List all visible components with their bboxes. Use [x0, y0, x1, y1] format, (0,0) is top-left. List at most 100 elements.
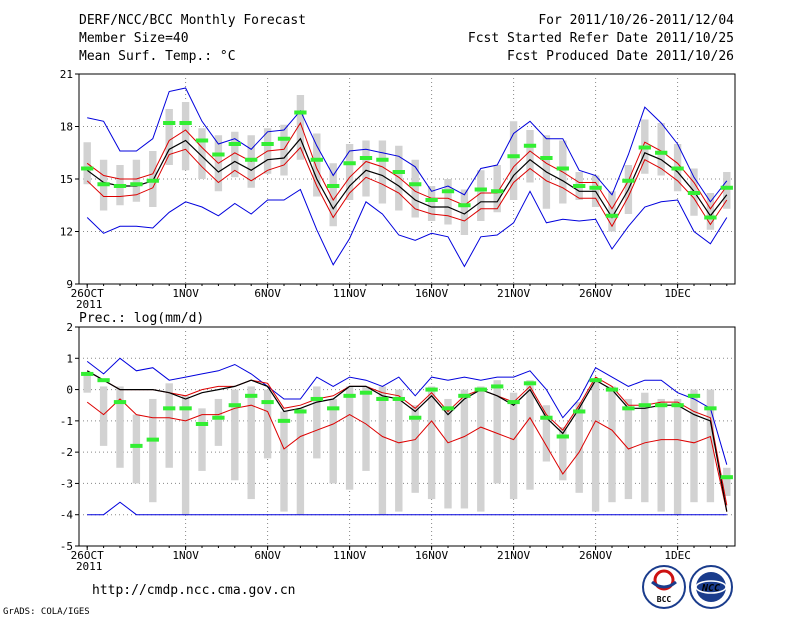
ensemble-box: [706, 389, 715, 503]
ensemble-box: [460, 389, 469, 509]
ensemble-box: [509, 121, 518, 200]
upper-spread-line: [86, 370, 728, 506]
ensemble-box: [427, 386, 436, 500]
precip-label: Prec.: log(mm/d): [79, 311, 204, 326]
median-marker: [277, 418, 291, 423]
median-marker: [671, 403, 684, 408]
median-marker: [425, 198, 438, 202]
median-marker: [327, 406, 340, 411]
ensemble-box: [395, 145, 403, 211]
x-year-label: 2011: [76, 560, 103, 573]
median-marker: [228, 142, 241, 146]
median-marker: [589, 378, 602, 383]
median-marker: [655, 150, 668, 155]
ensemble-box: [444, 179, 452, 225]
median-marker: [294, 409, 307, 414]
y-tick-label: 1: [66, 352, 73, 365]
ensemble-mean-line: [86, 137, 728, 219]
x-year-label: 2011: [76, 298, 103, 311]
median-marker: [605, 213, 619, 218]
median-marker: [146, 437, 159, 442]
x-tick-label: 6NOV: [254, 549, 281, 562]
forecast-period-label: For 2011/10/26-2011/12/04: [538, 13, 734, 28]
ensemble-box: [181, 102, 190, 171]
median-marker: [97, 378, 110, 383]
ensemble-box: [706, 193, 715, 230]
ensemble-box: [132, 159, 141, 202]
median-marker: [720, 185, 733, 190]
website-url[interactable]: http://cmdp.ncc.cma.gov.cn: [92, 583, 296, 598]
median-marker: [212, 152, 225, 157]
ensemble-box: [247, 386, 255, 500]
y-tick-label: 0: [66, 384, 73, 397]
median-marker: [540, 156, 553, 160]
x-tick-label: 26NOV: [579, 549, 612, 562]
lower-spread-line: [86, 398, 728, 512]
median-marker: [540, 415, 553, 420]
median-marker: [163, 121, 176, 125]
median-marker: [589, 185, 602, 190]
median-marker: [671, 166, 684, 171]
median-marker: [130, 443, 143, 448]
ensemble-box: [329, 398, 337, 484]
bcc-logo-text: BCC: [657, 595, 672, 604]
ensemble-box: [526, 130, 534, 183]
median-marker: [458, 203, 471, 208]
x-tick-label: 11NOV: [333, 287, 366, 300]
median-marker: [441, 189, 455, 194]
median-marker: [212, 415, 225, 420]
ensemble-box: [542, 405, 551, 462]
y-tick-label: -4: [60, 509, 74, 522]
ensemble-box: [673, 398, 682, 515]
median-marker: [687, 191, 701, 195]
y-tick-label: -2: [60, 446, 73, 459]
temperature-panel: 9 12 15 18 21 26OCT 1NOV 6NOV 11NOV 16NOV 21NOV 26N…: [60, 68, 736, 311]
ensemble-box: [83, 142, 91, 185]
median-marker: [376, 157, 389, 162]
median-marker: [97, 182, 110, 187]
median-marker: [392, 396, 405, 401]
median-marker: [163, 406, 176, 411]
y-tick-label: 15: [60, 173, 73, 186]
ensemble-box: [608, 191, 616, 232]
ensemble-box: [345, 144, 354, 200]
ensemble-box: [83, 373, 91, 393]
median-marker: [573, 184, 586, 188]
ensemble-box: [132, 414, 141, 484]
median-marker: [343, 161, 356, 166]
x-tick-label: 11NOV: [333, 549, 366, 562]
median-marker: [523, 381, 537, 386]
median-marker: [507, 400, 520, 405]
variable-label: Mean Surf. Temp.: °C: [79, 49, 236, 64]
ensemble-box: [493, 165, 501, 213]
x-tick-label: 16NOV: [415, 549, 448, 562]
median-marker: [622, 178, 635, 183]
ensemble-box: [427, 186, 436, 221]
median-marker: [556, 166, 569, 171]
ensemble-box: [313, 386, 321, 459]
median-marker: [720, 475, 733, 480]
ensemble-max-line: [86, 357, 728, 465]
x-tick-label: 1NOV: [172, 287, 199, 300]
median-marker: [425, 387, 438, 392]
y-tick-label: 18: [60, 121, 73, 134]
median-marker: [573, 409, 586, 414]
x-tick-label: 26OCT: [71, 287, 104, 300]
chart-title: DERF/NCC/BCC Monthly Forecast: [79, 13, 306, 28]
median-marker: [113, 400, 127, 405]
median-marker: [130, 182, 143, 187]
ensemble-box: [444, 398, 452, 509]
y-tick-label: 9: [66, 278, 73, 291]
median-marker: [704, 406, 717, 411]
median-marker: [245, 157, 258, 162]
ensemble-box: [181, 395, 190, 515]
y-tick-label: 2: [66, 321, 73, 334]
median-marker: [392, 170, 405, 174]
median-marker: [327, 184, 340, 188]
ensemble-box: [296, 95, 305, 160]
median-marker: [704, 215, 717, 220]
ensemble-box: [526, 380, 534, 490]
precipitation-panel: -5 -4 -3 -2 -1 0 1 2 26OCT 1NOV 6NOV 11NOV 16NOV 21NO…: [60, 321, 736, 573]
ensemble-box: [214, 398, 223, 446]
ensemble-box: [165, 109, 173, 165]
